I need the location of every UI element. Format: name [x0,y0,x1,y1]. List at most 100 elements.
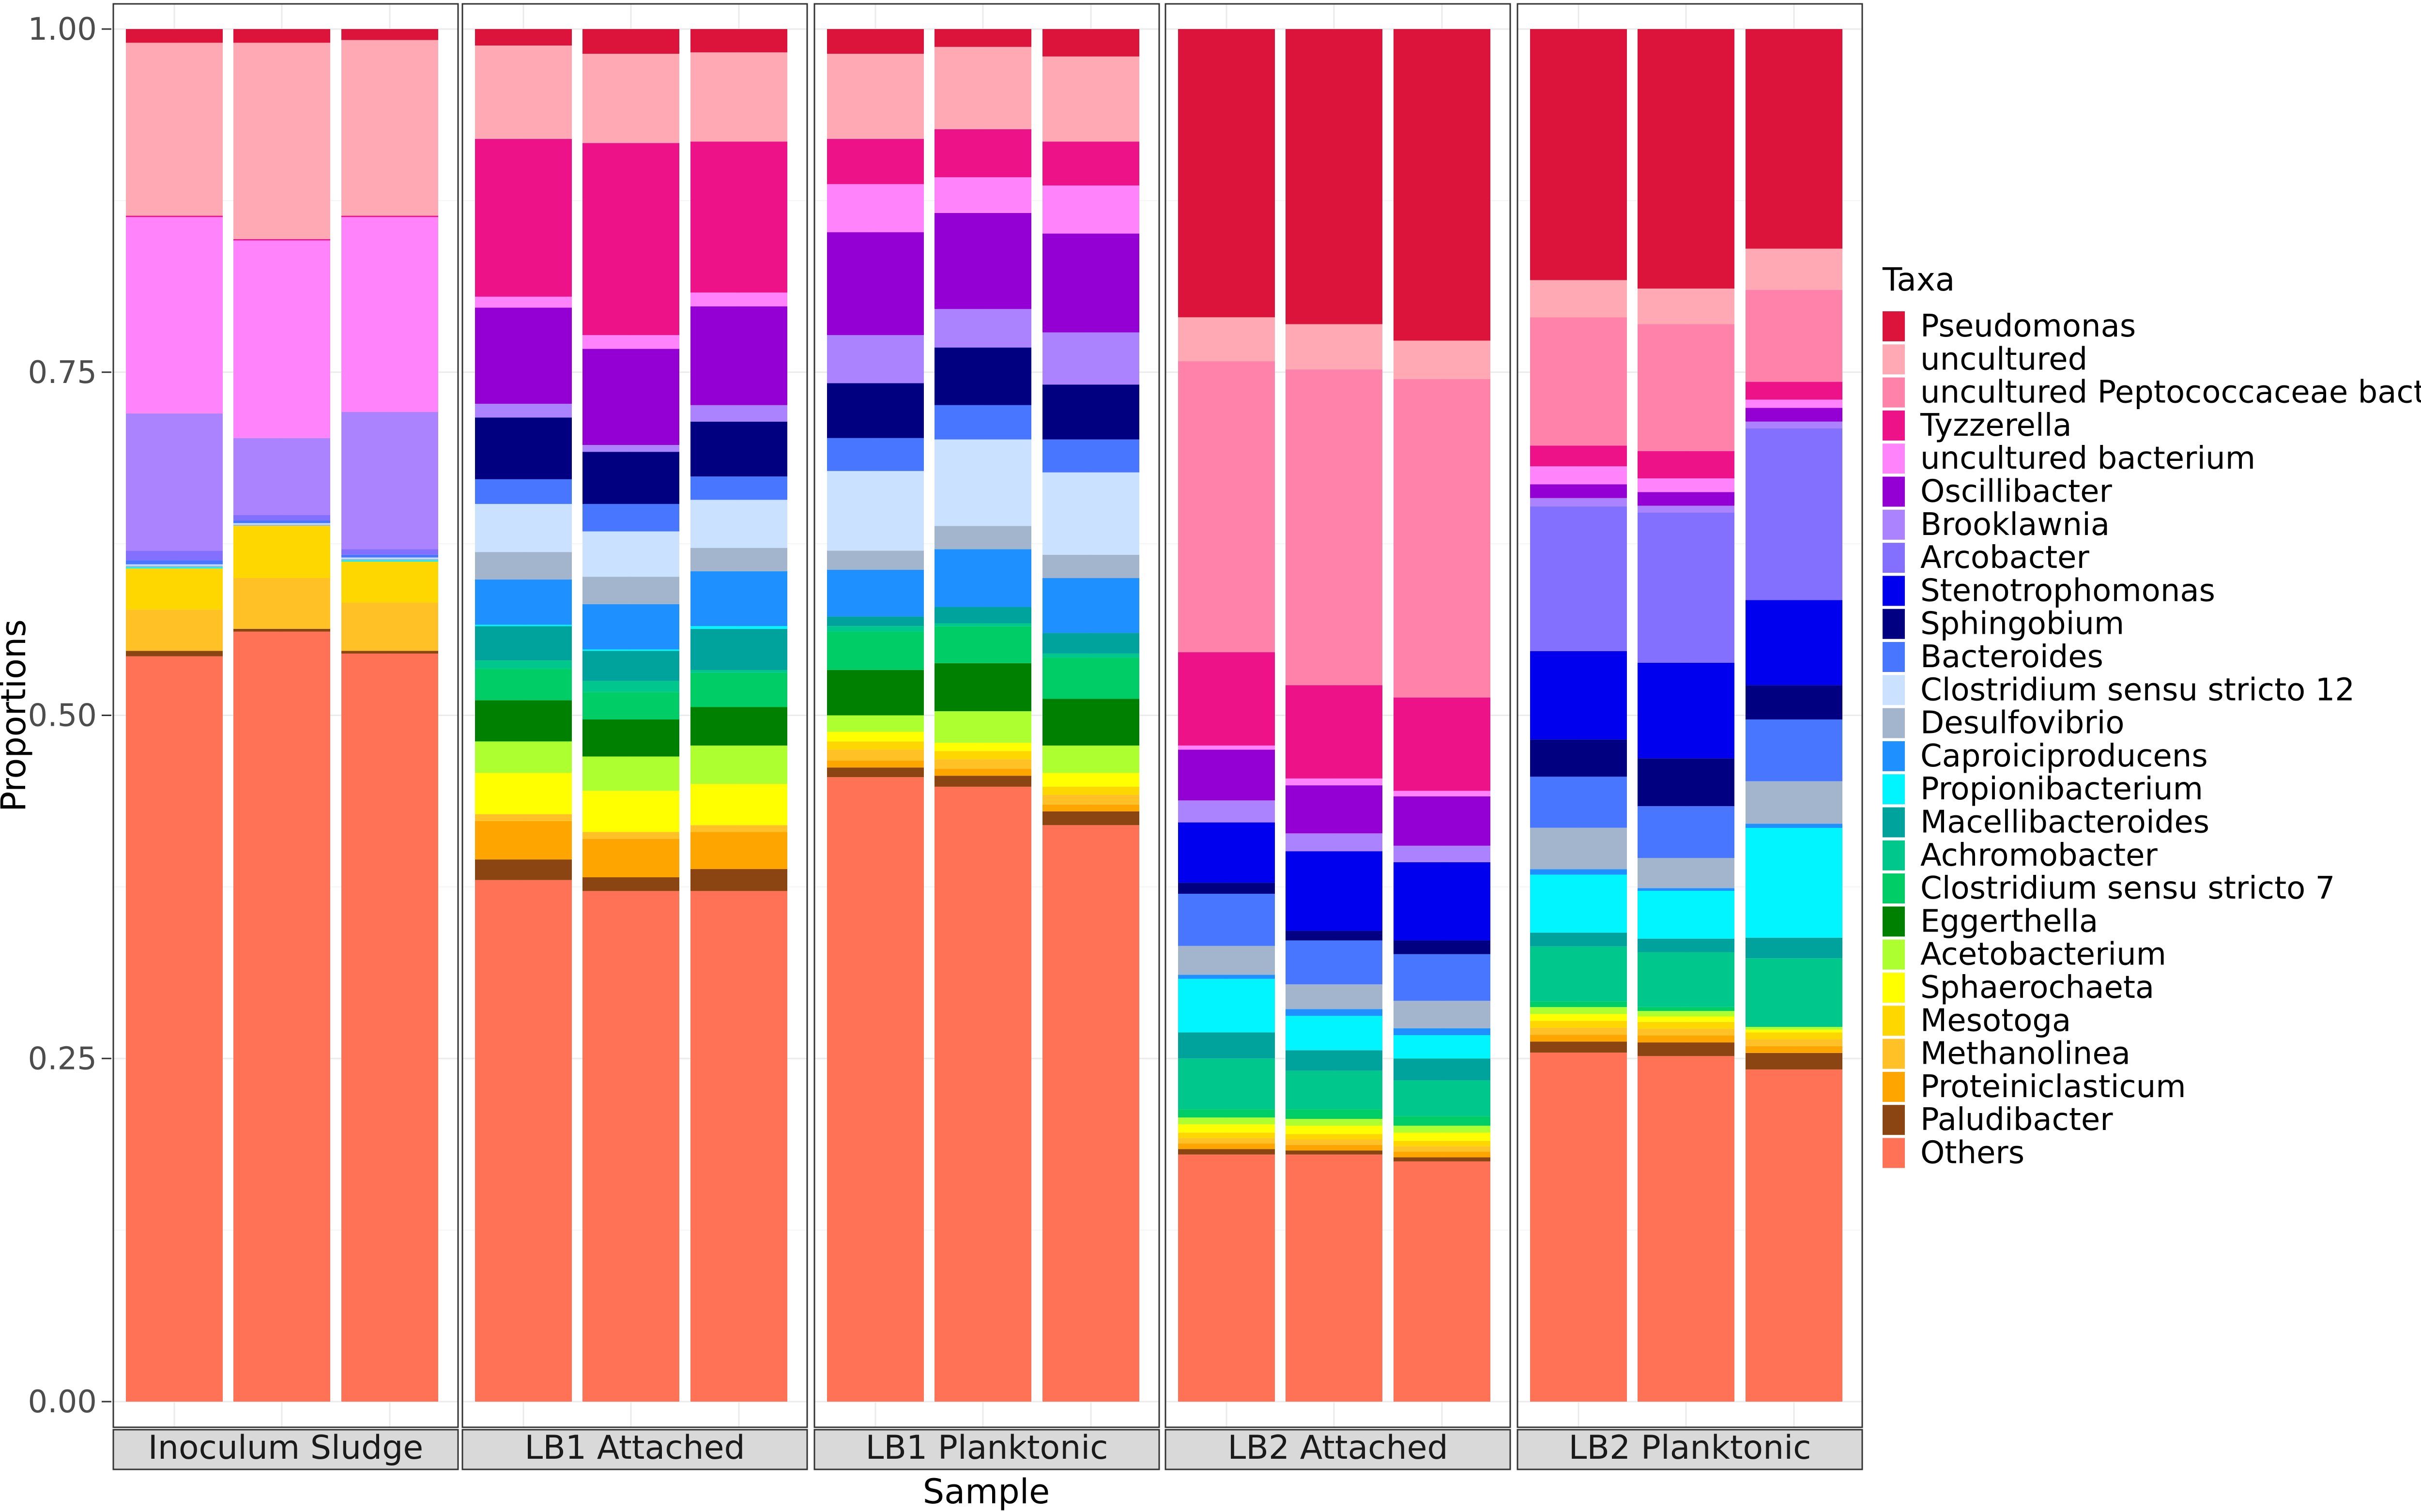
legend-item: Stenotrophomonas [1883,573,2215,609]
legend-label: Oscillibacter [1920,474,2113,510]
legend-label: Others [1920,1135,2024,1171]
bar-segment-others [1178,1154,1275,1402]
bar-segment-clostridium-sensu-stricto-7 [582,692,679,720]
legend-key [1883,807,1905,838]
facet-panel [461,3,808,1428]
facet-strip: LB2 Planktonic [1517,1429,1863,1470]
bar-segment-paludibacter [126,651,223,657]
bar-segment-sphaerochaeta [1042,773,1139,787]
bar-segment-pseudomonas [582,29,679,54]
legend-label: Mesotoga [1920,1003,2071,1039]
legend-label: uncultured bacterium [1920,441,2255,476]
bar-segment-sphingobium [582,452,679,504]
strip-label: LB2 Attached [1227,1429,1448,1467]
bar-segment-sphingobium [827,383,924,438]
bar-segment-tyzzerella [1530,445,1627,467]
bar-segment-arcobacter [233,515,330,520]
facet-panel [1165,3,1511,1428]
legend-key [1883,344,1905,375]
bar-segment-bacteroides [935,405,1031,440]
legend-key [1883,410,1905,441]
bar-segment-macellibacteroides [1286,1050,1382,1071]
bar-segment-others [1286,1154,1382,1402]
bar-segment-uncultured-bacterium [1394,791,1490,796]
stacked-bar [827,4,924,1427]
facet-panel [1517,3,1863,1428]
x-axis-title: Sample [923,1472,1050,1512]
panel-border [112,3,459,1428]
bar-segment-propionibacterium [1394,1035,1490,1059]
bar-segment-arcobacter [1746,428,1842,600]
y-tick-label: 0.00 [28,1384,97,1420]
bar-segment-proteiniclasticum [1530,1035,1627,1042]
legend-key [1883,973,1905,1003]
bar-segment-desulfovibrio [1394,1001,1490,1028]
y-tick-label: 0.75 [28,355,97,391]
bar-segment-macellibacteroides [1394,1058,1490,1081]
bar-segment-tyzzerella [690,141,787,293]
bar-segment-uncultured [582,54,679,143]
bar-segment-uncultured-bacterium [1530,466,1627,485]
bar-segment-propionibacterium [475,625,572,626]
bar-segment-brooklawnia [1286,833,1382,852]
facet-panels [112,3,1863,1428]
bar-segment-caproiciproducens [1746,824,1842,828]
bar-segment-others [126,656,223,1402]
bar-segment-brooklawnia [233,438,330,515]
bar-segment-others [1746,1069,1842,1402]
bar-segment-clostridium-sensu-stricto-7 [1394,1116,1490,1126]
bar-segment-eggerthella [582,719,679,757]
bar-segment-clostridium-sensu-stricto-12 [827,471,924,551]
bar-segment-clostridium-sensu-stricto-12 [341,557,438,559]
legend-label: Sphaerochaeta [1920,970,2154,1006]
bar-segment-macellibacteroides [1178,1032,1275,1059]
bar-segment-sphingobium [1286,931,1382,941]
bar-segment-paludibacter [935,776,1031,787]
bar-segment-arcobacter [1530,506,1627,652]
bar-segment-eggerthella [690,707,787,746]
bar-segment-sphingobium [1638,758,1734,807]
bar-segment-sphingobium [1530,739,1627,777]
legend-key [1883,774,1905,805]
bar-segment-uncultured-bacterium [1746,399,1842,408]
bar-segment-tyzzerella [233,239,330,241]
bar-segment-uncultured-bacterium [1042,185,1139,234]
bar-segment-uncultured-bacterium [582,335,679,349]
bar-segment-sphaerochaeta [1638,1016,1734,1022]
bar-segment-macellibacteroides [1530,932,1627,947]
bar-segment-tyzzerella [582,143,679,336]
legend-item: Oscillibacter [1883,474,2113,510]
bar-segment-caproiciproducens [1042,578,1139,633]
bar-segment-bacteroides [1286,940,1382,985]
bar-segment-methanolinea [1286,1139,1382,1145]
panel-border [1165,3,1511,1428]
bar-segment-sphingobium [1394,940,1490,954]
bar-segment-uncultured [126,43,223,216]
strip-label: LB2 Planktonic [1568,1429,1811,1467]
bar-segment-caproiciproducens [1394,1028,1490,1036]
bar-segment-eggerthella [475,700,572,742]
stacked-bar [1530,4,1627,1427]
legend-label: Proteiniclasticum [1920,1069,2186,1105]
legend-key [1883,741,1905,771]
bar-segment-brooklawnia [1042,332,1139,385]
bar-segment-oscillibacter [935,213,1031,309]
bar-segment-paludibacter [1042,811,1139,825]
legend-item: Methanolinea [1883,1036,2130,1072]
bar-segment-sphingobium [690,421,787,477]
bar-segment-methanolinea [1638,1028,1734,1036]
bar-segment-brooklawnia [1638,505,1734,513]
legend-label: Achromobacter [1920,838,2158,873]
bar-segment-oscillibacter [1286,785,1382,834]
bar-segment-methanolinea [1042,794,1139,805]
legend-label: Clostridium sensu stricto 7 [1920,871,2335,906]
bar-segment-mesotoga [1394,1141,1490,1146]
bar-segment-macellibacteroides [827,616,924,626]
bar-segment-stenotrophomonas [1394,862,1490,941]
legend-key [1883,1006,1905,1036]
bar-segment-clostridium-sensu-stricto-12 [233,523,330,525]
bar-segment-desulfovibrio [935,526,1031,550]
legend-key [1883,1039,1905,1069]
bar-segment-mesotoga [1530,1021,1627,1028]
